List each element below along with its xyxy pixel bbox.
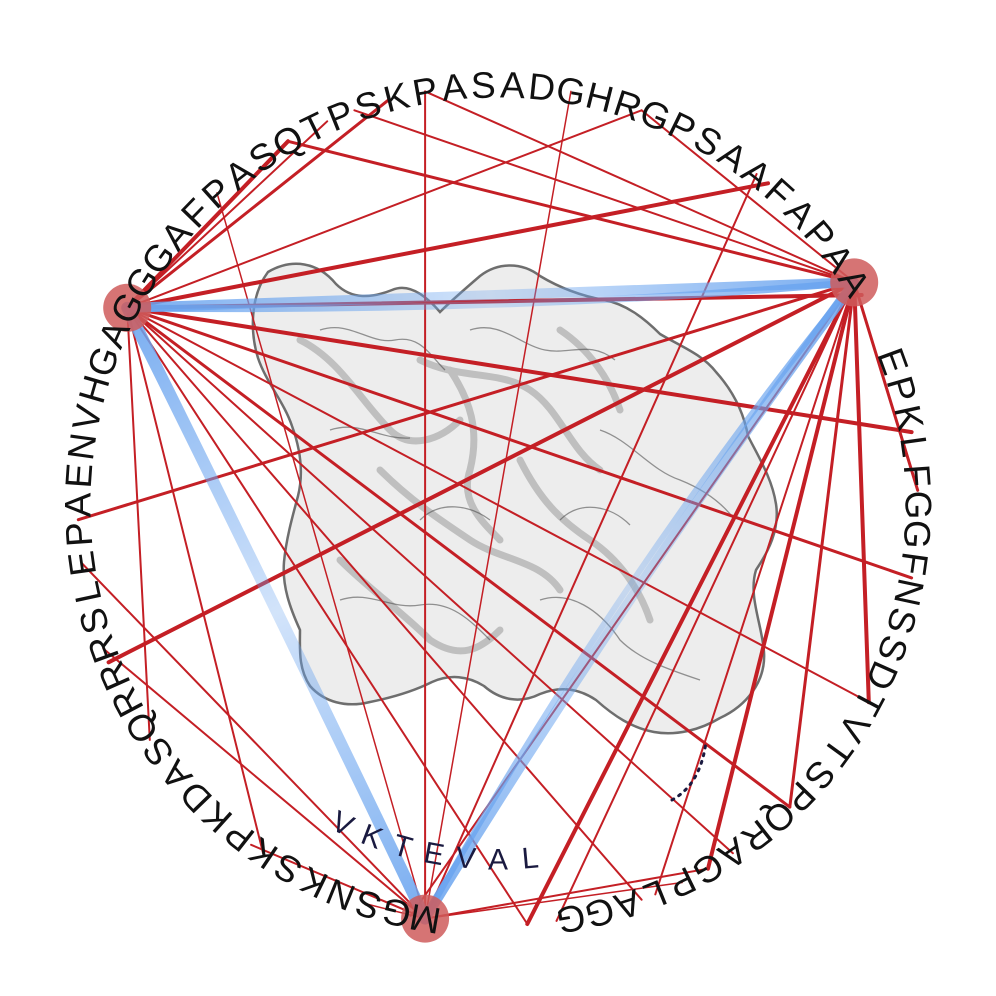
- flank-letter-6: L: [520, 841, 540, 875]
- red-link-15: [852, 280, 871, 705]
- blue-link-2: [420, 277, 860, 924]
- ring-letter-0-43: A: [500, 64, 526, 106]
- red-link-29: [424, 881, 683, 920]
- red-link-25: [424, 90, 856, 284]
- red-link-17: [706, 280, 857, 871]
- crosslinks-blue: [121, 277, 860, 925]
- red-link-19: [555, 281, 856, 922]
- red-link-32: [102, 647, 427, 920]
- red-link-13: [125, 306, 792, 809]
- red-link-8: [125, 139, 290, 310]
- red-link-11: [126, 120, 329, 309]
- ring-letter-1-3: L: [892, 433, 935, 459]
- ring-letter-1-7: F: [892, 549, 936, 577]
- ring-letter-0-17: L: [65, 578, 109, 607]
- flank-letter-4: V: [454, 841, 477, 876]
- ring-letter-0-39: K: [379, 75, 413, 121]
- red-link-7: [126, 306, 151, 741]
- red-link-14: [126, 306, 643, 901]
- red-link-37: [424, 173, 758, 920]
- protein-surface-icon: [251, 262, 779, 735]
- red-link-36: [424, 90, 572, 920]
- ring-letter-0-20: A: [58, 492, 99, 517]
- red-link-12: [125, 97, 391, 310]
- ring-letter-1-6: G: [896, 519, 939, 551]
- red-link-4: [126, 306, 734, 855]
- blue-link-3: [123, 278, 858, 313]
- red-link-31: [250, 843, 427, 920]
- ring-letter-0-42: S: [470, 64, 496, 106]
- red-link-26: [353, 109, 856, 284]
- ring-letter-1-5: G: [898, 491, 939, 520]
- flank-letter-1: K: [357, 818, 387, 856]
- protein-surface-texture: [319, 327, 736, 681]
- protein-ribbon: [296, 326, 654, 655]
- sequence-ring: MGSNKSKPKDASQRRRSLEPAENVHGAGGGAFPASQTPSK…: [58, 64, 939, 941]
- red-link-18: [654, 281, 856, 896]
- hub-m-node: [401, 894, 450, 943]
- red-link-16: [788, 280, 856, 809]
- ring-letter-0-22: N: [60, 430, 104, 462]
- flank-letter-2: T: [389, 829, 416, 866]
- flank-letter-0: V: [326, 805, 358, 843]
- red-link-9: [126, 109, 643, 309]
- red-link-5: [126, 306, 529, 925]
- flank-sequence: VK T E V A L: [326, 805, 540, 877]
- ring-letter-0-0: M: [406, 896, 443, 942]
- red-link-22: [106, 280, 857, 665]
- blue-link-1: [121, 301, 432, 925]
- hub-a-right-node: [830, 258, 879, 307]
- red-link-38: [424, 867, 709, 920]
- blue-link-4: [422, 279, 858, 922]
- ring-letter-0-45: G: [553, 69, 588, 114]
- flank-letter-5: A: [488, 844, 508, 877]
- red-link-28: [852, 280, 920, 492]
- red-link-27: [640, 109, 856, 284]
- ring-letter-0-19: P: [58, 521, 101, 548]
- ring-letter-0-18: E: [60, 548, 104, 578]
- ring-letter-0-44: D: [526, 66, 557, 110]
- red-link-2: [125, 306, 914, 580]
- red-link-1: [125, 305, 914, 435]
- flank-dotted-connector: [670, 740, 708, 802]
- ring-letter-0-41: A: [440, 66, 469, 109]
- ring-letter-1-4: F: [896, 463, 938, 488]
- red-link-20: [525, 280, 857, 926]
- red-link-24: [286, 139, 856, 284]
- ring-letter-0-21: E: [58, 462, 101, 489]
- red-link-6: [126, 306, 265, 855]
- ring-letter-1-25: G: [553, 896, 588, 941]
- red-link-33: [81, 562, 427, 920]
- ring-letter-0-40: P: [409, 69, 440, 114]
- red-link-34: [216, 192, 426, 920]
- blue-link-0: [122, 277, 860, 313]
- hub-a-left-node: [103, 283, 152, 332]
- hub-nodes: [103, 258, 879, 943]
- red-link-10: [125, 181, 770, 310]
